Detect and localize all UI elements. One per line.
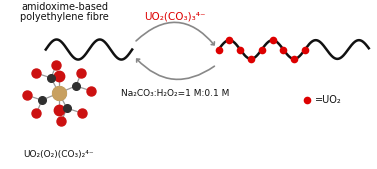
Text: =UO₂: =UO₂ <box>316 95 342 105</box>
Text: Na₂CO₃:H₂O₂=1 M:0.1 M: Na₂CO₃:H₂O₂=1 M:0.1 M <box>121 89 230 98</box>
Text: UO₂(CO₃)₃⁴⁻: UO₂(CO₃)₃⁴⁻ <box>145 11 206 21</box>
Text: amidoxime-based: amidoxime-based <box>21 2 108 12</box>
Text: UO₂(O₂)(CO₃)₂⁴⁻: UO₂(O₂)(CO₃)₂⁴⁻ <box>24 150 94 159</box>
Text: polyethylene fibre: polyethylene fibre <box>20 12 109 22</box>
